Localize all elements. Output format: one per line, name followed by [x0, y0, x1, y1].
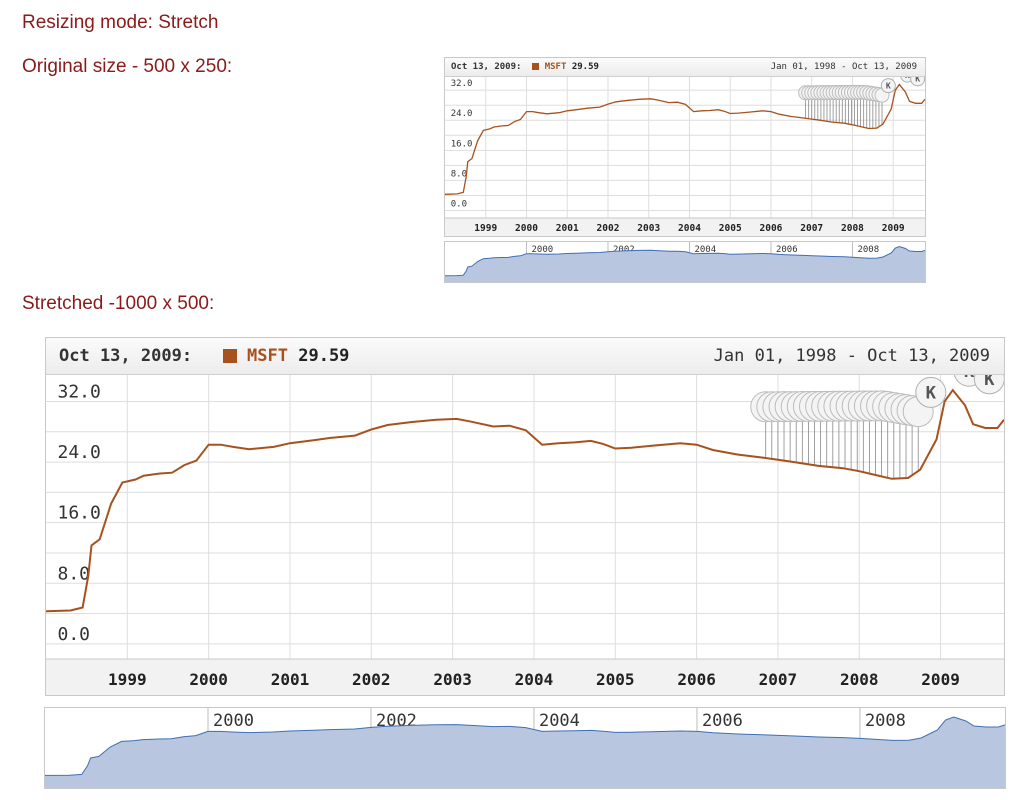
large-flag-k-bubble [973, 375, 1004, 395]
small-nav-label: 2008 [857, 245, 879, 255]
small-nav-label: 2006 [776, 245, 798, 255]
large-y-tick-label: 8.0 [57, 563, 90, 584]
small-flag-k: K [880, 78, 896, 94]
small-y-tick-label: 32.0 [451, 79, 473, 89]
small-y-tick-label: 0.0 [451, 199, 467, 209]
heading-original-size: Original size - 500 x 250: [22, 56, 233, 77]
small-y-tick-label: 8.0 [451, 169, 467, 179]
small-nav-area [445, 246, 925, 282]
small-header-symbol: MSFT [544, 62, 567, 72]
large-x-tick-label: 2003 [433, 670, 472, 689]
large-flag-k-bubble [915, 376, 947, 408]
small-x-tick-label: 2001 [556, 223, 579, 234]
large-chart[interactable]: Oct 13, 2009: MSFT 29.59 Jan 01, 1998 - … [45, 337, 1005, 696]
small-x-tick-label: 2008 [841, 223, 864, 234]
small-legend-swatch [532, 63, 540, 70]
large-x-tick-label: 2002 [352, 670, 391, 689]
large-x-axis-band [46, 659, 1004, 695]
large-header-value: 29.59 [298, 346, 350, 366]
small-x-tick-label: 2002 [597, 223, 620, 234]
small-header-range: Jan 01, 1998 - Oct 13, 2009 [770, 62, 917, 72]
small-x-tick-label: 2009 [882, 223, 905, 234]
large-navigator[interactable]: 2000 2002 2004 2006 2008 [44, 707, 1006, 789]
small-x-tick-label: 2006 [760, 223, 783, 234]
large-x-tick-label: 2001 [271, 670, 310, 689]
small-nav-label: 2002 [613, 245, 635, 255]
large-nav-area [45, 717, 1005, 788]
large-header-range: Jan 01, 1998 - Oct 13, 2009 [713, 346, 990, 366]
large-nav-label: 2000 [213, 711, 254, 731]
large-x-tick-label: 1999 [108, 670, 147, 689]
large-x-tick-label: 2009 [921, 670, 960, 689]
small-chart-header: Oct 13, 2009: MSFT 29.59 Jan 01, 1998 - … [445, 58, 925, 77]
small-x-tick-label: 2004 [678, 223, 701, 234]
large-flag-k: K [915, 376, 947, 408]
large-nav-label: 2008 [865, 711, 906, 731]
small-flag-k-letter: K [905, 77, 910, 80]
large-nav-label: 2006 [702, 711, 743, 731]
small-x-tick-label: 2005 [719, 223, 742, 234]
large-x-tick-label: 2006 [677, 670, 716, 689]
large-y-tick-label: 0.0 [57, 624, 90, 645]
small-x-axis-band [445, 218, 925, 236]
small-x-tick-label: 2007 [800, 223, 823, 234]
small-y-tick-label: 16.0 [451, 139, 473, 149]
small-series-line-msft [445, 83, 925, 195]
small-nav-label: 2000 [531, 245, 553, 255]
large-x-tick-label: 2005 [596, 670, 635, 689]
large-flag-k-letter: K [964, 375, 975, 382]
heading-resizing-mode: Resizing mode: Stretch [22, 12, 219, 33]
large-x-tick-label: 2004 [515, 670, 554, 689]
small-nav-line [445, 245, 925, 277]
small-header-date: Oct 13, 2009: [451, 62, 522, 72]
large-header-date: Oct 13, 2009: [59, 346, 193, 366]
large-plot-area[interactable]: 0.0 8.0 16.0 24.0 32.0 1999 2000 2001 2002 2003 20… [46, 375, 1004, 695]
large-x-tick-label: 2007 [759, 670, 798, 689]
large-nav-label: 2004 [539, 711, 580, 731]
small-flag-k-letter: K [886, 81, 891, 90]
small-flag-k-letter: K [915, 77, 920, 84]
large-nav-line [45, 716, 1005, 776]
small-y-tick-label: 24.0 [451, 109, 473, 119]
small-x-tick-label: 1999 [474, 223, 497, 234]
small-x-tick-label: 2000 [515, 223, 538, 234]
large-legend-swatch [222, 349, 237, 363]
small-flag-k-bubble [910, 77, 925, 87]
large-x-tick-label: 2008 [840, 670, 879, 689]
large-series-line-msft [46, 388, 1004, 613]
large-y-tick-label: 24.0 [57, 442, 100, 463]
large-flag-k-letter: K [984, 375, 995, 390]
small-x-tick-label: 2003 [637, 223, 660, 234]
small-flag-k: K [910, 77, 925, 87]
small-flag-k-bubble [880, 78, 896, 94]
small-nav-label: 2004 [694, 245, 716, 255]
small-navigator[interactable]: 2000 2002 2004 2006 2008 [444, 241, 926, 283]
small-header-value: 29.59 [571, 62, 599, 72]
large-y-tick-label: 16.0 [57, 503, 100, 524]
small-plot-area[interactable]: 0.0 8.0 16.0 24.0 32.0 1999 2000 2001 2002 2003 20… [445, 77, 925, 236]
large-x-tick-label: 2000 [189, 670, 228, 689]
large-chart-header: Oct 13, 2009: MSFT 29.59 Jan 01, 1998 - … [46, 338, 1004, 375]
large-header-symbol: MSFT [247, 346, 288, 366]
heading-stretched: Stretched -1000 x 500: [22, 293, 215, 314]
large-flag-k-letter: K [926, 383, 937, 403]
small-chart[interactable]: Oct 13, 2009: MSFT 29.59 Jan 01, 1998 - … [444, 57, 926, 237]
large-y-tick-label: 32.0 [57, 382, 100, 403]
large-flag-k: K [973, 375, 1004, 395]
